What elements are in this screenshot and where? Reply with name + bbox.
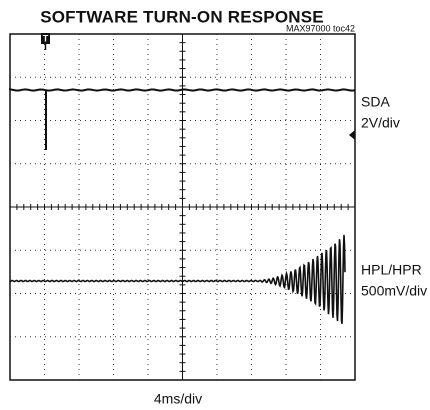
channel-scale: 500mV/div xyxy=(361,283,427,299)
channel-name: HPL/HPR xyxy=(361,262,422,278)
timebase: 4ms/div xyxy=(154,391,202,407)
trigger-label: T xyxy=(43,33,49,43)
trigger-marker xyxy=(41,33,50,44)
trigger-level-arrow xyxy=(349,130,355,140)
channel-scale: 2V/div xyxy=(361,115,400,131)
hp-trace xyxy=(9,234,346,324)
channel-name: SDA xyxy=(361,94,390,110)
sda-trace xyxy=(9,88,356,150)
title: SOFTWARE TURN-ON RESPONSE xyxy=(40,7,324,26)
figure-note: MAX97000 toc42 xyxy=(286,23,355,33)
grid xyxy=(9,33,356,381)
